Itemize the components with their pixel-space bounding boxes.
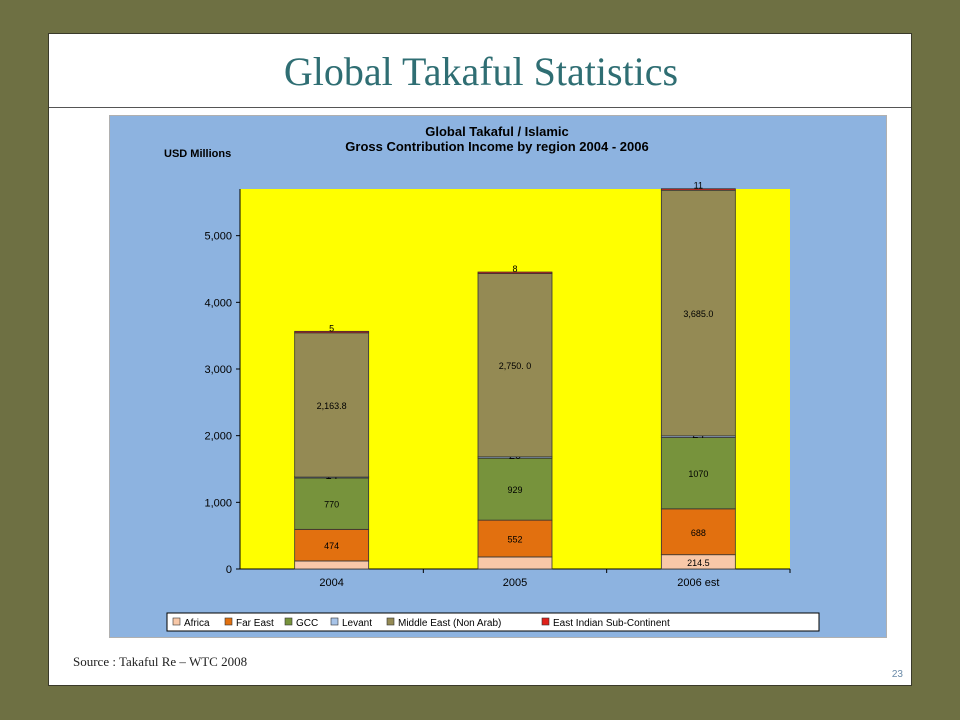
y-axis-label: USD Millions [164, 148, 231, 160]
bar-segment [477, 273, 553, 458]
bar-segment [477, 556, 553, 570]
slide: Global Takaful Statistics Global Takaful… [48, 33, 912, 686]
legend-swatch [541, 617, 550, 626]
legend-label: East Indian Sub-Continent [553, 618, 670, 629]
data-label: 1070 [688, 469, 708, 479]
legend-swatch [224, 617, 233, 626]
bar-segment [660, 437, 736, 510]
legend-label: GCC [296, 618, 318, 629]
chart-subtitle: Gross Contribution Income by region 2004… [345, 139, 648, 154]
y-tick-label: 2,000 [204, 431, 232, 443]
y-tick-label: 3,000 [204, 364, 232, 376]
legend-swatch [386, 617, 395, 626]
legend-label: Levant [342, 618, 372, 629]
bar-segment [294, 332, 370, 478]
bar-segment [477, 271, 553, 274]
legend-swatch [172, 617, 181, 626]
data-label: 2,163.8 [317, 401, 347, 411]
bar-segment [294, 477, 370, 530]
legend-swatch [284, 617, 293, 626]
y-tick-label: 4,000 [204, 297, 232, 309]
page-number: 23 [891, 669, 903, 680]
data-label: 3,685.0 [683, 309, 713, 319]
bar-segment [660, 188, 736, 191]
bar-segment [660, 508, 736, 556]
data-label: 474 [324, 541, 339, 551]
y-tick-label: 5,000 [204, 231, 232, 243]
bar-segment [294, 560, 370, 570]
x-tick-label: 2006 est [677, 577, 719, 589]
chart-panel: Global Takaful / Islamic Gross Contribut… [109, 115, 887, 638]
legend-label: Africa [184, 618, 210, 629]
data-label: 5 [329, 323, 334, 333]
data-label: 8 [512, 264, 517, 274]
source-note: Source : Takaful Re – WTC 2008 [73, 654, 248, 669]
data-label: 929 [507, 485, 522, 495]
legend-label: Far East [236, 618, 274, 629]
chart-title: Global Takaful / Islamic [425, 124, 569, 139]
bar-segment [294, 528, 370, 562]
bar-segment [294, 330, 370, 334]
stacked-bar-chart: Global Takaful / Islamic Gross Contribut… [164, 124, 820, 632]
x-tick-label: 2005 [503, 577, 527, 589]
legend-box [166, 612, 820, 632]
y-tick-label: 0 [226, 564, 232, 576]
data-label: 688 [691, 528, 706, 538]
legend-label: Middle East (Non Arab) [398, 618, 501, 629]
x-tick-label: 2004 [319, 577, 343, 589]
data-label: 11 [694, 181, 703, 191]
y-tick-label: 1,000 [204, 497, 232, 509]
title-divider [49, 107, 911, 108]
slide-title: Global Takaful Statistics [283, 49, 679, 94]
bar-segment [660, 189, 736, 437]
data-label: 770 [324, 500, 339, 510]
data-label: 214.5 [687, 558, 710, 568]
data-label: 2,750. 0 [499, 361, 532, 371]
data-label: 552 [507, 535, 522, 545]
legend-swatch [330, 617, 339, 626]
